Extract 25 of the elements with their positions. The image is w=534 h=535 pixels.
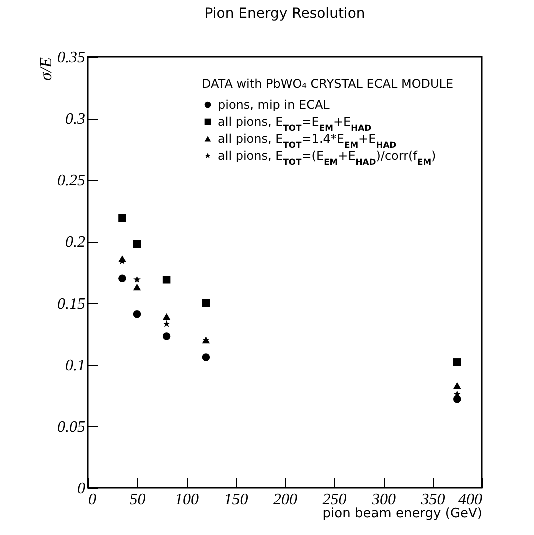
x-tick-label: 200 bbox=[274, 492, 298, 508]
x-tick-label: 150 bbox=[224, 492, 248, 508]
y-tick-label: 0.2 bbox=[66, 234, 86, 252]
x-tick-label: 350 bbox=[420, 492, 446, 508]
y-tick-label: 0.3 bbox=[66, 111, 86, 128]
y-tick-label: 0.05 bbox=[58, 418, 86, 436]
y-tick-label: 0.15 bbox=[58, 296, 86, 313]
text: all pions, E$_{TOT}$=(E$_{EM}$+E$_{HAD}$)/corr(f$_{EM}$) bbox=[218, 149, 436, 167]
y-tick-label: 0.35 bbox=[58, 50, 86, 66]
x-tick-label: 250 bbox=[322, 492, 347, 508]
x-tick-label: 300 bbox=[371, 492, 396, 508]
y-axis-title: σ/E bbox=[36, 56, 56, 81]
y-tick-label: 0.1 bbox=[66, 357, 86, 374]
x-tick-label: 400 bbox=[458, 492, 482, 508]
x-tick-label: 100 bbox=[175, 492, 199, 508]
x-tick-label: 50 bbox=[130, 492, 146, 508]
legend-label: all pions, E$_{TOT}$=1.4*E$_{EM}$+E$_{HAD}$ bbox=[218, 132, 397, 150]
y-tick-label: 0 bbox=[78, 480, 86, 498]
chart-title: Pion Energy Resolution bbox=[204, 6, 366, 22]
legend-title: DATA with PbWO₄ CRYSTAL ECAL MODULE bbox=[202, 77, 454, 91]
x-tick-label: 0 bbox=[88, 492, 96, 508]
legend-label: all pions, E$_{TOT}$=E$_{EM}$+E$_{HAD}$ bbox=[218, 115, 372, 133]
x-axis-title: pion beam energy (GeV) bbox=[322, 506, 482, 522]
legend-label: pions, mip in ECAL bbox=[218, 98, 330, 112]
y-tick-label: 0.25 bbox=[58, 172, 86, 190]
